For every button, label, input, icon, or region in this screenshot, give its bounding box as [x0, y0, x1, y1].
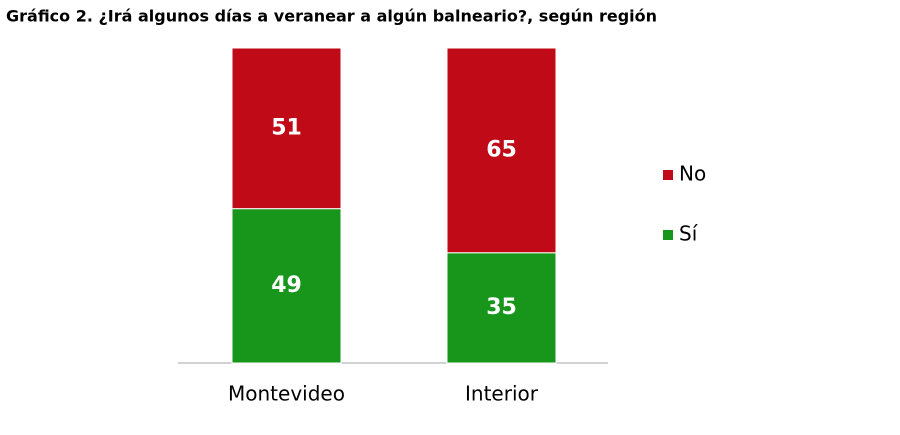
legend-label: No [679, 162, 706, 186]
bar-segment [231, 208, 342, 364]
data-label: 35 [486, 295, 517, 320]
x-tick-label: Interior [465, 382, 539, 406]
legend-swatch [663, 170, 673, 180]
data-label: 65 [486, 137, 517, 162]
legend-swatch [663, 230, 673, 240]
bar-segment [446, 47, 557, 254]
data-label: 49 [271, 273, 302, 298]
chart-title: Gráfico 2. ¿Irá algunos días a veranear … [6, 7, 657, 26]
data-label: 51 [271, 115, 302, 140]
legend-label: Sí [679, 222, 699, 246]
bar-segment [231, 47, 342, 210]
x-tick-label: Montevideo [228, 382, 345, 406]
